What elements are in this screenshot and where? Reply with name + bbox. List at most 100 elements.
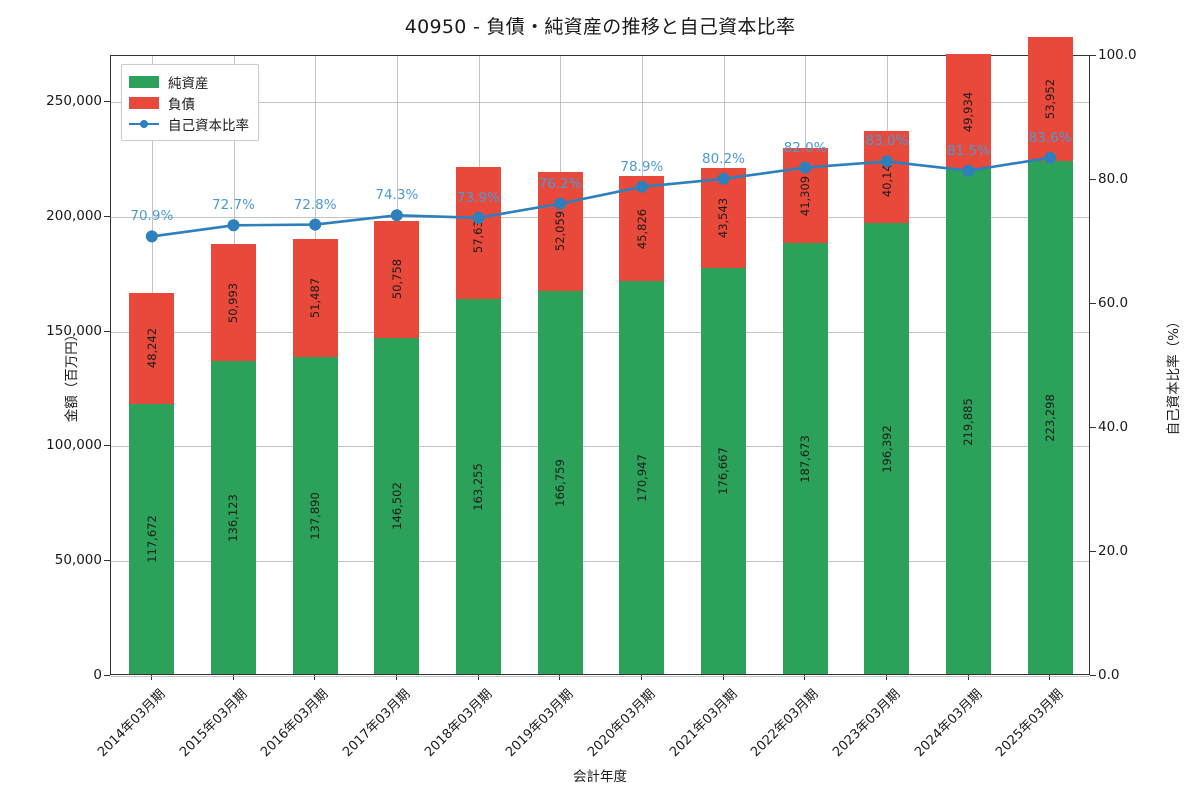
bar-segment-liability[interactable]: 57,631 xyxy=(456,166,501,300)
bar-value-label-liability: 50,993 xyxy=(226,282,241,323)
y-axis-tick-mark xyxy=(104,100,110,102)
ratio-line-markers xyxy=(145,151,1057,243)
ratio-data-label: 82.0% xyxy=(783,139,827,156)
y2-axis-tick-mark xyxy=(1090,55,1096,56)
plot-area: 117,672 48,242 136,123 50,993 137,890 51,487 1… xyxy=(110,37,1090,677)
gridline xyxy=(111,216,1089,218)
bar-segment-equity[interactable]: 187,673 xyxy=(782,243,828,674)
bar-segment-equity[interactable]: 146,502 xyxy=(374,337,420,674)
bar-segment-equity[interactable]: 196,392 xyxy=(864,223,910,674)
bar-group[interactable]: 219,885 49,934 xyxy=(946,54,991,674)
legend-label-equity-ratio: 自己資本比率 xyxy=(168,117,249,134)
ratio-data-label: 72.7% xyxy=(212,197,255,214)
bar-value-label-liability: 50,758 xyxy=(389,259,404,300)
ratio-data-label: 78.9% xyxy=(620,158,664,175)
legend-item-equity[interactable]: 純資産 xyxy=(129,71,249,92)
y2-axis-tick-mark xyxy=(1090,303,1096,304)
ratio-line-path xyxy=(150,156,1052,238)
bar-segment-liability[interactable]: 45,826 xyxy=(619,176,665,282)
x-axis-tick-label: 2022年03月期 xyxy=(748,686,822,761)
legend-item-equity-ratio[interactable]: 自己資本比率 xyxy=(129,113,249,134)
bar-value-label-equity: 196,392 xyxy=(879,424,894,473)
bar-segment-equity[interactable]: 136,123 xyxy=(211,361,256,674)
ratio-data-label: 80.2% xyxy=(702,150,745,167)
legend: 純資産 負債 自己資本比率 xyxy=(121,64,259,141)
ratio-line-series xyxy=(145,151,1057,243)
bar-segment-liability[interactable]: 49,934 xyxy=(946,54,991,170)
bar-segment-equity[interactable]: 117,672 xyxy=(129,403,175,674)
y2-axis-tick-mark xyxy=(1090,551,1096,552)
legend-item-liability[interactable]: 負債 xyxy=(129,92,249,113)
bar-group[interactable]: 163,255 57,631 xyxy=(456,54,501,674)
y-axis-label-right: 自己資本比率（%） xyxy=(1166,314,1182,436)
bar-segment-equity[interactable]: 166,759 xyxy=(537,291,583,674)
bar-value-label-equity: 223,298 xyxy=(1043,393,1058,442)
bar-segment-equity[interactable]: 219,885 xyxy=(946,169,991,674)
y2-axis-tick-mark xyxy=(1090,675,1096,676)
bar-group[interactable]: 176,667 43,543 xyxy=(701,54,746,674)
x-axis-tick-mark xyxy=(640,675,642,680)
bar-value-label-liability: 57,631 xyxy=(471,212,486,254)
bar-segment-equity[interactable]: 223,298 xyxy=(1027,161,1073,674)
x-axis-tick-mark xyxy=(1049,675,1051,680)
x-axis-tick-label: 2017年03月期 xyxy=(339,686,414,761)
ratio-data-label: 83.0% xyxy=(865,133,909,150)
x-axis-tick-mark xyxy=(885,675,887,680)
legend-label-equity: 純資産 xyxy=(168,75,209,92)
bar-group[interactable]: 223,298 53,952 xyxy=(1027,37,1073,674)
bar-segment-equity[interactable]: 170,947 xyxy=(619,281,665,674)
bar-group[interactable]: 170,947 45,826 xyxy=(619,54,665,674)
x-axis-tick-mark xyxy=(722,675,724,680)
bar-segment-liability[interactable]: 48,242 xyxy=(129,293,175,404)
gridline xyxy=(111,331,1089,333)
bar-value-label-liability: 51,487 xyxy=(308,278,323,319)
y2-axis-tick-label: 100.0 xyxy=(1098,47,1137,63)
ratio-data-label: 72.8% xyxy=(293,196,337,213)
y-axis-tick-label: 250,000 xyxy=(46,92,102,109)
bar-group[interactable]: 137,890 51,487 xyxy=(292,54,338,674)
legend-swatch-liability-icon xyxy=(129,96,159,109)
bar-group[interactable]: 136,123 50,993 xyxy=(211,54,256,674)
bar-value-label-equity: 166,759 xyxy=(553,458,568,507)
bar-group[interactable]: 166,759 52,059 xyxy=(537,54,583,674)
x-axis-tick-label: 2014年03月期 xyxy=(94,686,169,761)
bar-value-label-liability: 41,309 xyxy=(798,175,813,216)
y2-axis-tick-label: 80.0 xyxy=(1098,171,1129,187)
bar-segment-liability[interactable]: 50,993 xyxy=(211,244,256,362)
bar-segment-equity[interactable]: 137,890 xyxy=(292,357,338,674)
page-title: 40950 - 負債・純資産の推移と自己資本比率 xyxy=(404,16,796,38)
gridline xyxy=(111,446,1089,448)
bar-value-label-liability: 43,543 xyxy=(716,198,731,239)
bar-group[interactable]: 146,502 50,758 xyxy=(374,54,420,674)
x-axis-label: 会計年度 xyxy=(573,769,627,785)
legend-swatch-equity-icon xyxy=(129,75,159,88)
y2-axis-tick-mark xyxy=(1090,179,1096,180)
bar-segment-equity[interactable]: 163,255 xyxy=(456,299,501,674)
gridline xyxy=(111,676,1089,677)
bar-group[interactable]: 117,672 48,242 xyxy=(129,54,175,674)
bar-segment-liability[interactable]: 43,543 xyxy=(701,168,746,269)
y2-axis-tick-label: 60.0 xyxy=(1098,295,1129,311)
bar-value-label-liability: 40,142 xyxy=(879,156,894,198)
x-axis-tick-label: 2025年03月期 xyxy=(993,686,1067,761)
bar-value-label-equity: 219,885 xyxy=(961,397,976,446)
y-axis-tick-mark xyxy=(104,445,110,447)
ratio-data-label: 74.3% xyxy=(375,187,419,204)
bar-segment-liability[interactable]: 41,309 xyxy=(782,148,828,244)
x-axis-tick-label: 2015年03月期 xyxy=(176,686,250,761)
bar-segment-equity[interactable]: 176,667 xyxy=(701,268,746,674)
bar-segment-liability[interactable]: 53,952 xyxy=(1027,37,1073,162)
y2-axis-tick-label: 40.0 xyxy=(1098,419,1129,435)
y2-axis-tick-label: 20.0 xyxy=(1098,543,1129,559)
bar-value-label-liability: 52,059 xyxy=(553,211,568,252)
y-axis-tick-mark xyxy=(104,675,110,676)
bar-value-label-equity: 146,502 xyxy=(389,482,404,530)
x-axis-tick-label: 2019年03月期 xyxy=(503,686,577,761)
bar-segment-liability[interactable]: 51,487 xyxy=(292,239,338,358)
bar-segment-liability[interactable]: 50,758 xyxy=(374,221,420,338)
bar-value-label-equity: 163,255 xyxy=(471,462,486,511)
legend-label-liability: 負債 xyxy=(168,96,195,113)
bar-value-label-equity: 187,673 xyxy=(798,434,813,483)
x-axis-tick-mark xyxy=(150,675,152,680)
